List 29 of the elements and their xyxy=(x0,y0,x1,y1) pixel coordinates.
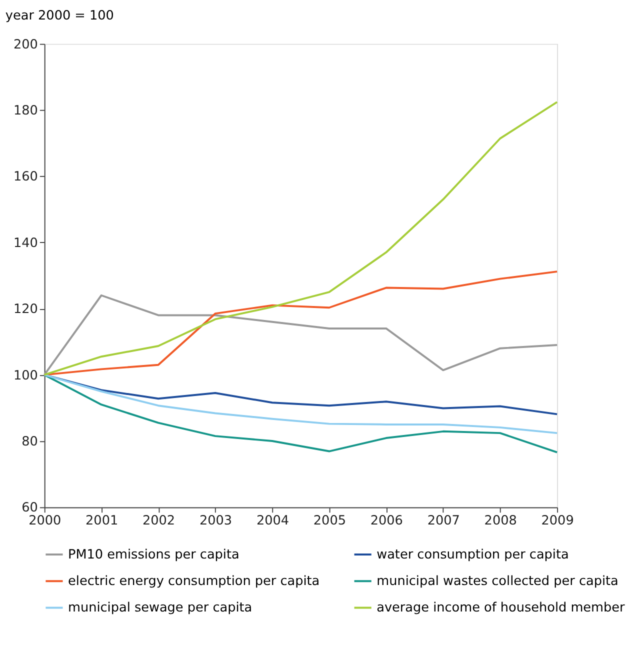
x-tick-label: 2006 xyxy=(370,513,403,528)
y-tick-label: 80 xyxy=(22,434,38,450)
y-tick-label: 160 xyxy=(14,170,38,185)
y-tick-label: 180 xyxy=(14,103,38,118)
legend-label: municipal sewage per capita xyxy=(68,600,252,616)
line-series xyxy=(43,374,558,454)
x-tick-label: 2000 xyxy=(28,513,62,528)
x-tick-label: 2009 xyxy=(541,513,574,528)
x-tick-label: 2001 xyxy=(86,513,118,528)
x-tick-label: 2005 xyxy=(313,513,346,528)
line-series xyxy=(43,294,558,376)
y-tick-label: 100 xyxy=(14,368,38,384)
x-tick-label: 2008 xyxy=(484,513,517,528)
legend-label: water consumption per capita xyxy=(376,547,569,562)
line-series xyxy=(43,374,558,434)
legend-label: municipal wastes collected per capita xyxy=(376,574,618,590)
legend-label: electric energy consumption per capita xyxy=(68,574,320,590)
x-tick-label: 2004 xyxy=(256,513,290,528)
line-series xyxy=(43,101,558,376)
y-tick-label: 120 xyxy=(14,302,38,318)
y-tick-label: 60 xyxy=(22,500,38,516)
x-tick-label: 2007 xyxy=(427,513,460,528)
legend-label: average income of household member xyxy=(376,600,626,616)
legend-label: PM10 emissions per capita xyxy=(68,547,240,562)
y-tick-label: 200 xyxy=(14,37,38,52)
y-axis-title: year 2000 = 100 xyxy=(5,8,114,24)
x-tick-label: 2002 xyxy=(142,513,176,528)
y-tick-label: 140 xyxy=(14,236,38,251)
x-tick-label: 2003 xyxy=(199,513,232,528)
